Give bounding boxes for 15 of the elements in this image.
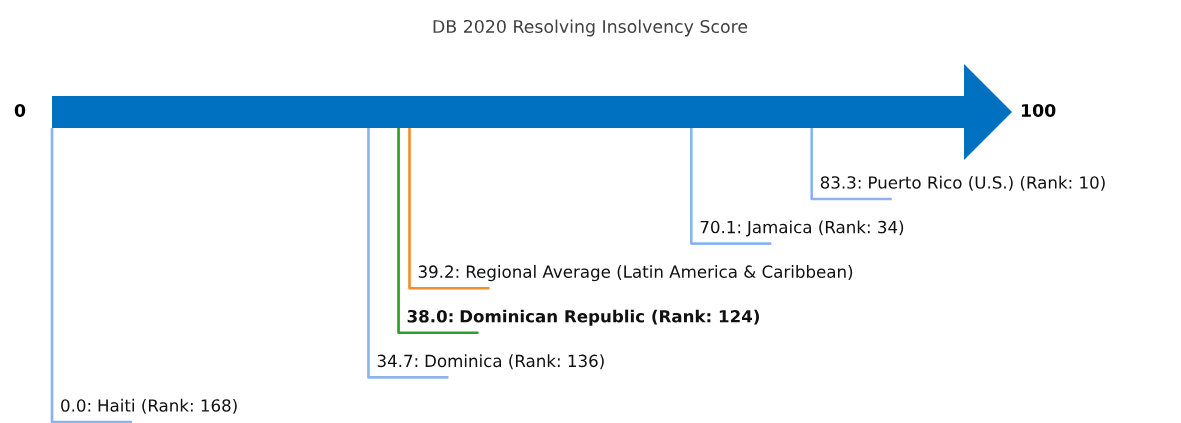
- category-label: Dominica (Rank: 136): [425, 354, 604, 370]
- text: 100: [1021, 103, 1056, 118]
- data-label: 83.3:: [820, 176, 861, 189]
- category-label: Jamaica (Rank: 34): [746, 220, 904, 237]
- text: DB 2020 Resolving Insolvency Score: [433, 19, 748, 37]
- data-label: 38.0:: [407, 309, 453, 323]
- category-label: Haiti (Rank: 168): [98, 398, 237, 414]
- data-label: 39.2:: [418, 265, 459, 278]
- data-label: 0.0:: [61, 399, 91, 412]
- data-label: 70.1:: [700, 220, 741, 234]
- category-label: Dominican Republic (Rank: 124): [460, 309, 759, 326]
- category-label: Puerto Rico (U.S.) (Rank: 10): [869, 175, 1105, 191]
- text: 0: [14, 103, 26, 118]
- category-label: Regional Average (Latin America & Caribbean): [466, 265, 853, 282]
- data-label: 34.7:: [377, 354, 418, 368]
